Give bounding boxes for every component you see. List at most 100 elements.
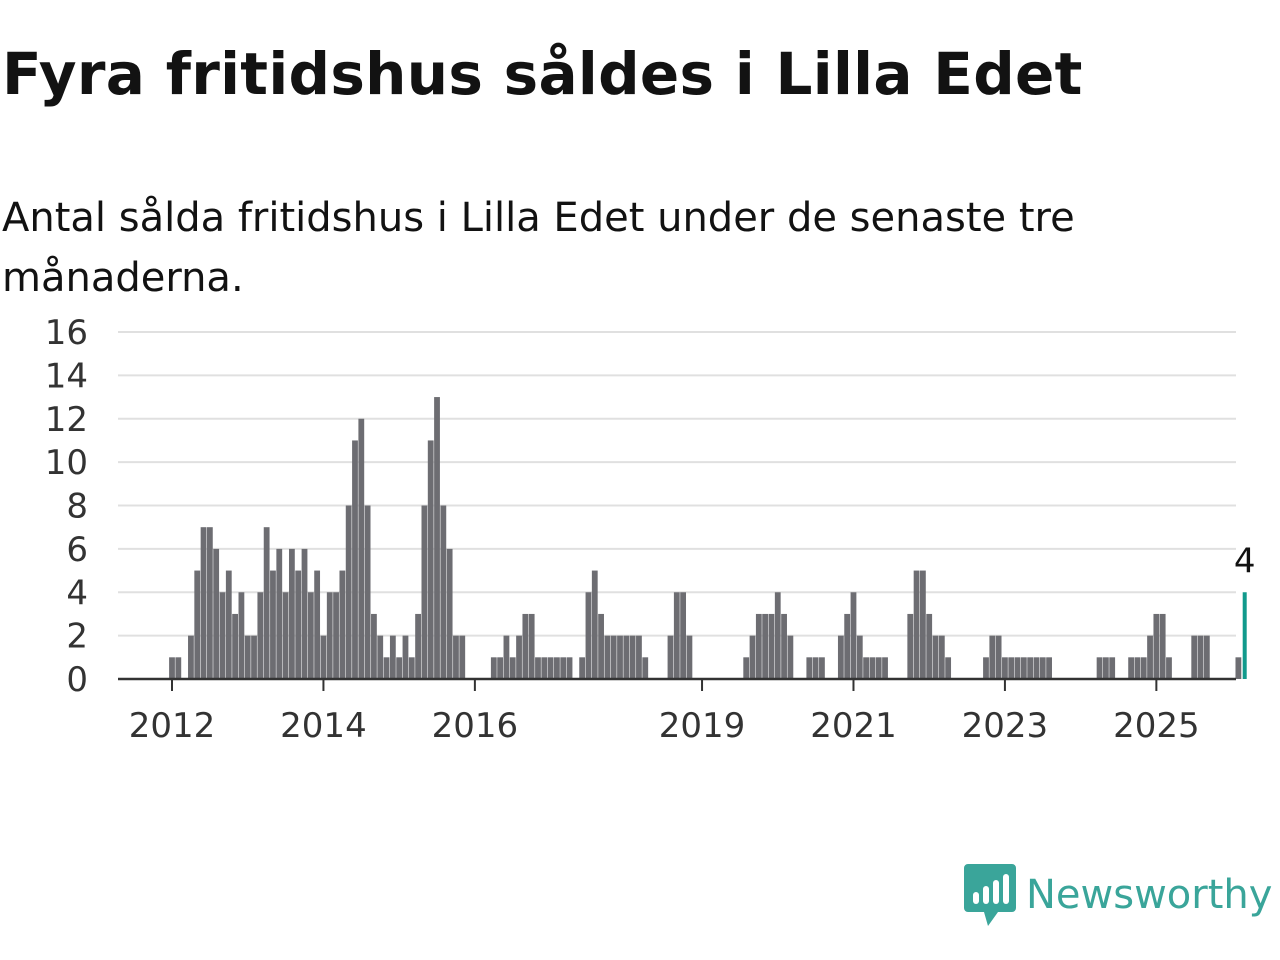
bar (427, 440, 434, 679)
bar (579, 657, 586, 679)
bar (333, 592, 339, 679)
bar (383, 657, 390, 679)
bar (415, 613, 421, 679)
chart-title: Fyra fritidshus såldes i Lilla Edet (2, 40, 1083, 108)
bar (844, 613, 851, 679)
bar (307, 592, 314, 679)
bar (175, 657, 182, 679)
bar (219, 592, 226, 679)
bar (244, 635, 251, 679)
bars (169, 397, 1247, 679)
bar (503, 635, 510, 679)
bar (295, 570, 302, 679)
bar (1102, 657, 1109, 679)
bar (812, 657, 819, 679)
newsworthy-brand: Newsworthy (964, 864, 1272, 926)
bar (642, 657, 649, 679)
bar (389, 635, 396, 679)
bar (364, 505, 371, 679)
bar (358, 418, 365, 679)
bar (983, 657, 989, 679)
bar (326, 592, 333, 679)
bar (352, 440, 358, 679)
bar (263, 527, 270, 679)
bar (1096, 657, 1103, 679)
bar (680, 592, 687, 679)
bar (1008, 657, 1015, 679)
bar (528, 613, 535, 679)
x-axis-ticks: 2012 2014 2016 2019 2021 2023 2025 (129, 679, 1200, 746)
bar (257, 592, 264, 679)
bar (459, 635, 466, 679)
bar (913, 570, 920, 679)
bar (667, 635, 674, 679)
bar (1128, 657, 1135, 679)
bar (617, 635, 623, 679)
x-tick-label: 2016 (432, 706, 519, 746)
bar (762, 613, 769, 679)
bar (421, 505, 428, 679)
bar (535, 657, 541, 679)
bar (194, 570, 201, 679)
y-tick-label: 0 (66, 660, 88, 700)
x-tick-label: 2012 (129, 706, 216, 746)
x-tick-label: 2023 (962, 706, 1049, 746)
bar (434, 397, 440, 679)
bar (585, 592, 592, 679)
bar (1147, 635, 1153, 679)
bar (320, 635, 327, 679)
bar (1033, 657, 1040, 679)
bar (270, 570, 276, 679)
brand-name: Newsworthy (1026, 872, 1273, 918)
bar (396, 657, 403, 679)
bar (377, 635, 384, 679)
bar (169, 657, 175, 679)
bar (560, 657, 567, 679)
bar (225, 570, 232, 679)
bar (497, 657, 504, 679)
bar (768, 613, 775, 679)
bar (673, 592, 680, 679)
bar (1046, 657, 1052, 679)
bar (882, 657, 888, 679)
bar (629, 635, 636, 679)
highlight-bar (1242, 592, 1247, 679)
y-tick-label: 2 (66, 617, 88, 657)
bar (774, 592, 781, 679)
bar (206, 527, 213, 679)
bar (850, 592, 857, 679)
bar (1191, 635, 1198, 679)
y-tick-label: 6 (66, 530, 88, 570)
bar (213, 548, 220, 679)
bar (1153, 613, 1160, 679)
bar (591, 570, 598, 679)
bar (554, 657, 560, 679)
bar (1203, 635, 1210, 679)
bar (1109, 657, 1116, 679)
bar (232, 613, 238, 679)
bar (200, 527, 207, 679)
bar (1134, 657, 1141, 679)
bar (636, 635, 642, 679)
y-tick-label: 4 (66, 573, 88, 613)
newsworthy-logo-icon (964, 864, 1016, 926)
bar (598, 613, 604, 679)
bar (288, 548, 295, 679)
bar (547, 657, 554, 679)
bar (1002, 657, 1008, 679)
bar (1014, 657, 1021, 679)
bar (869, 657, 876, 679)
bar (781, 613, 787, 679)
bar (938, 635, 945, 679)
bar (446, 548, 453, 679)
bar (686, 635, 693, 679)
chart-subtitle: Antal sålda fritidshus i Lilla Edet unde… (2, 195, 1075, 301)
bar (371, 613, 377, 679)
bar (314, 570, 321, 679)
x-tick-label: 2014 (280, 706, 367, 746)
y-tick-label: 12 (45, 400, 88, 440)
bar (301, 548, 308, 679)
bar (945, 657, 952, 679)
